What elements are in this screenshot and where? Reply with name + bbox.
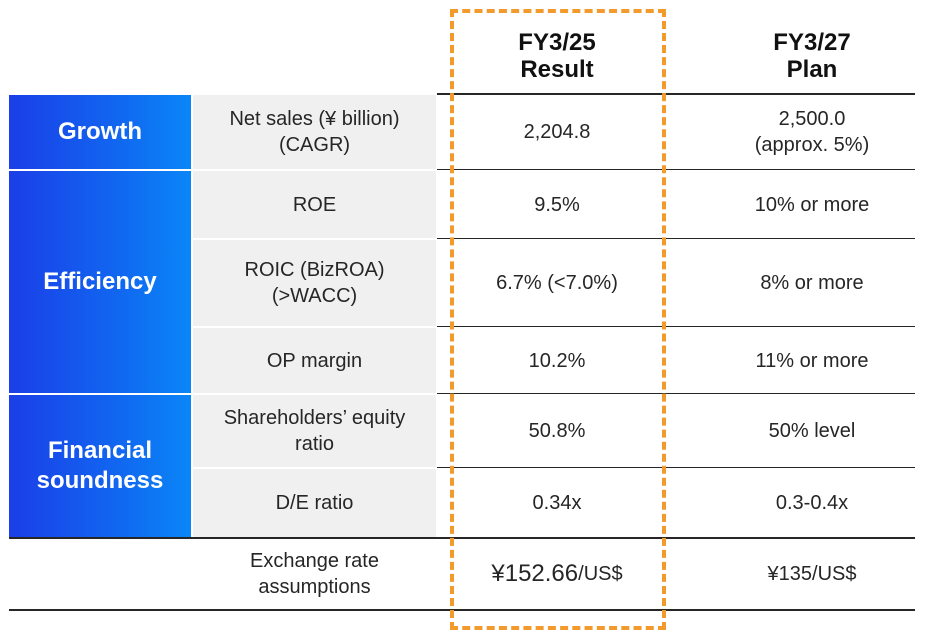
header-plan: FY3/27 Plan bbox=[773, 29, 851, 83]
plan-net-sales: 2,500.0 (approx. 5%) bbox=[754, 108, 870, 156]
metric-op-margin: OP margin bbox=[193, 328, 436, 393]
plan-op-margin: 11% or more bbox=[755, 349, 869, 372]
plan-exchange-rate: ¥135/US$ bbox=[767, 563, 857, 585]
metric-roe: ROE bbox=[193, 171, 436, 238]
table-divider bbox=[9, 537, 915, 539]
table-bottom-border bbox=[9, 609, 915, 611]
header-result: FY3/25 Result bbox=[518, 29, 596, 83]
result-op-margin: 10.2% bbox=[528, 349, 586, 372]
result-column-highlight bbox=[450, 9, 666, 630]
row-divider bbox=[437, 326, 915, 327]
result-equity-ratio: 50.8% bbox=[528, 420, 586, 442]
result-exchange-rate: ¥152.66/US$ bbox=[452, 539, 662, 609]
row-divider bbox=[437, 467, 915, 468]
plan-equity-ratio: 50% level bbox=[768, 420, 856, 442]
row-divider bbox=[437, 393, 915, 394]
result-exchange-unit: /US$ bbox=[578, 563, 623, 585]
plan-roe: 10% or more bbox=[754, 193, 870, 216]
category-financial-soundness: Financial soundness bbox=[9, 395, 191, 537]
plan-de-ratio: 0.3-0.4x bbox=[775, 492, 849, 514]
metric-exchange-rate: Exchange rate assumptions bbox=[250, 550, 379, 598]
metric-net-sales: Net sales (¥ billion) (CAGR) bbox=[193, 95, 436, 169]
metric-roic: ROIC (BizROA) (>WACC) bbox=[193, 240, 436, 326]
plan-roic: 8% or more bbox=[760, 272, 864, 294]
row-divider bbox=[437, 238, 915, 239]
result-roe: 9.5% bbox=[534, 193, 580, 216]
header-divider bbox=[437, 93, 915, 95]
metric-equity-ratio: Shareholders’ equity ratio bbox=[193, 395, 436, 467]
category-efficiency: Efficiency bbox=[9, 171, 191, 393]
result-exchange-amount: ¥152.66 bbox=[491, 560, 579, 587]
result-de-ratio: 0.34x bbox=[532, 492, 582, 514]
category-growth: Growth bbox=[9, 95, 191, 169]
metric-de-ratio: D/E ratio bbox=[193, 469, 436, 537]
result-roic: 6.7% (<7.0%) bbox=[496, 272, 618, 294]
row-divider bbox=[437, 169, 915, 170]
result-net-sales: 2,204.8 bbox=[523, 121, 591, 143]
